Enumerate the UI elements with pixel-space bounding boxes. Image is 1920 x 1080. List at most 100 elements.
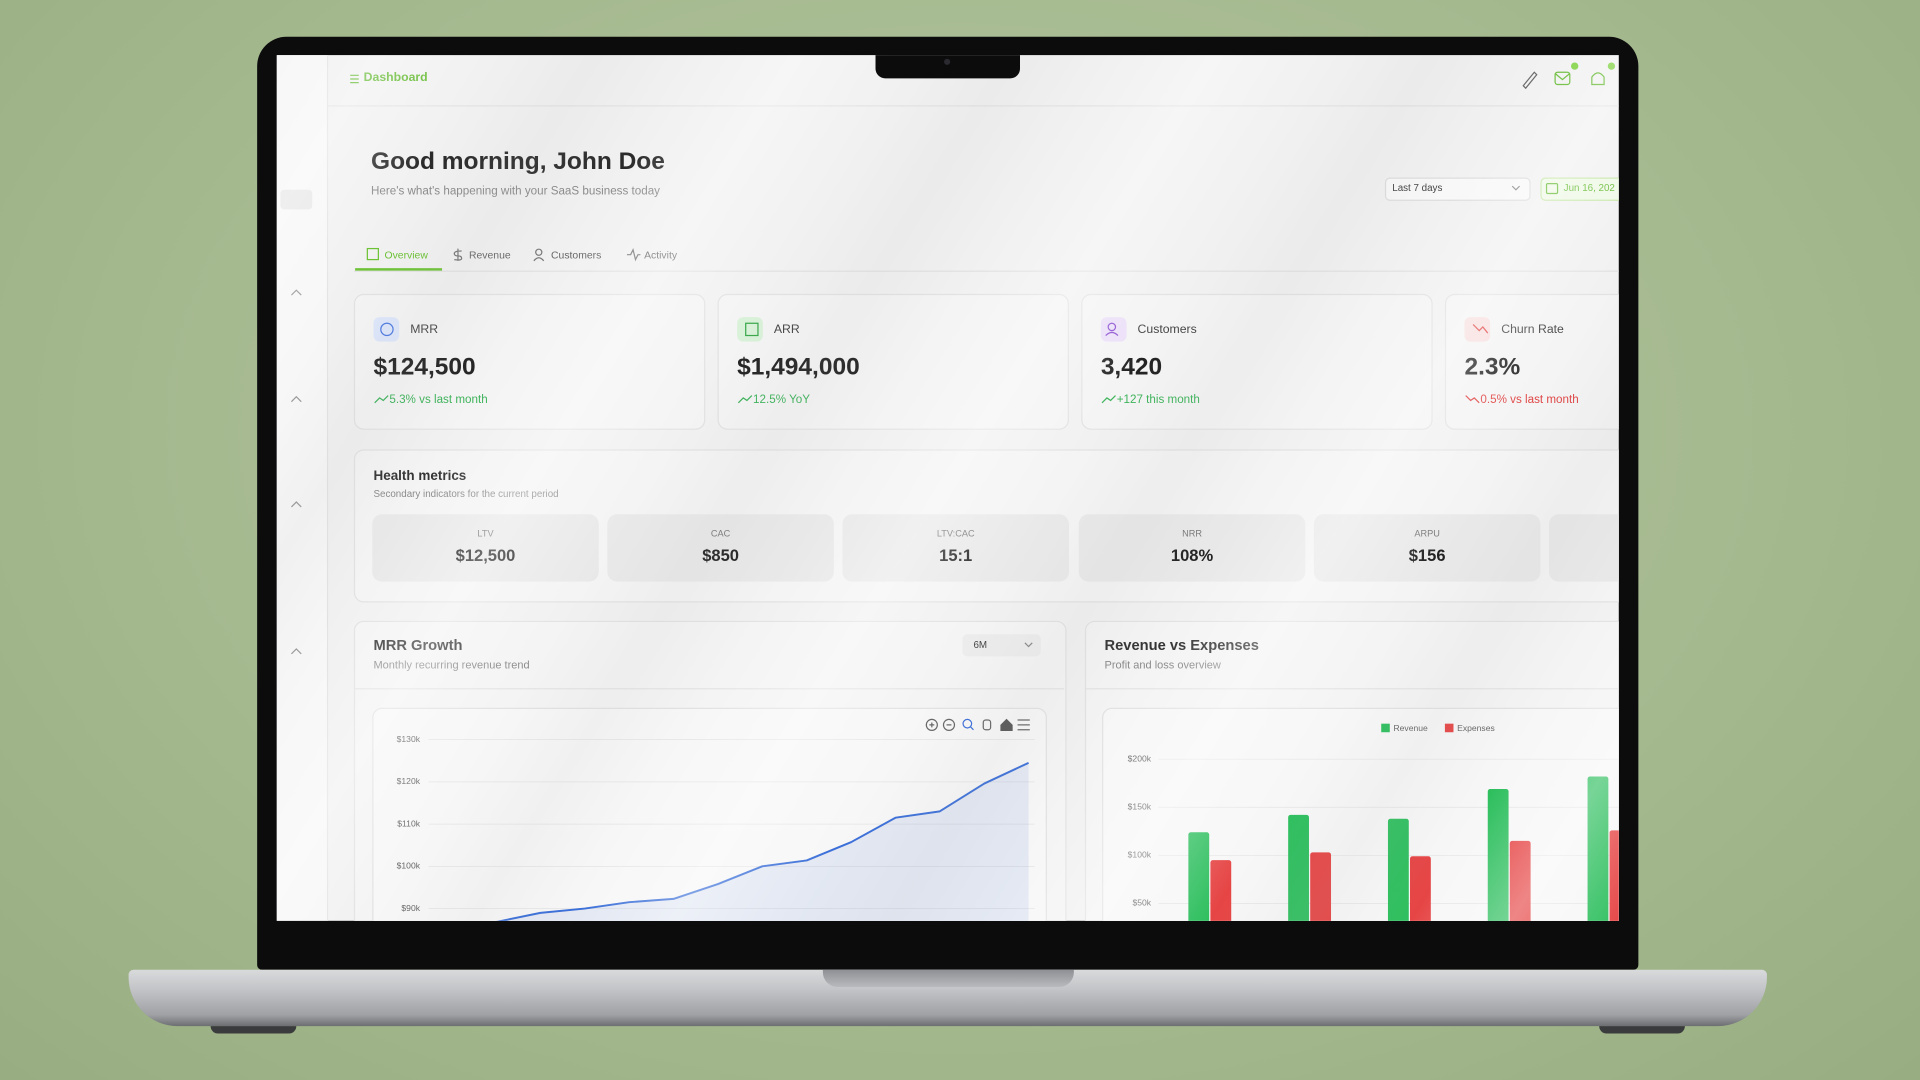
kpi-card: [717, 293, 1069, 430]
sidebar-item[interactable]: [280, 189, 313, 210]
metric-tile: [1548, 514, 1619, 582]
kpi-icon: [1100, 317, 1127, 342]
screen: Dashboard Good morning, John Doe Here's …: [276, 55, 1619, 921]
laptop-lid-notch: [822, 969, 1074, 987]
chart-title: MRR Growth: [373, 636, 463, 654]
metric-tile: CAC $850: [607, 514, 834, 582]
bar: [1410, 856, 1431, 921]
tabs-divider: [353, 270, 1619, 272]
laptop-foot: [1599, 1026, 1685, 1034]
kpi-label: MRR: [410, 323, 439, 337]
line-area: [501, 762, 1029, 921]
kpi-label: Churn Rate: [1501, 323, 1564, 337]
laptop-foot: [210, 1026, 297, 1034]
kpi-icon: [737, 317, 763, 342]
kpi-change: 5.3% vs last month: [389, 393, 488, 407]
bar: [1310, 852, 1332, 921]
bar: [1288, 814, 1309, 921]
y-tick-label: $50k: [1132, 898, 1151, 908]
metric-value: $156: [1408, 546, 1446, 565]
range-select[interactable]: [962, 634, 1041, 657]
metric-value: $12,500: [455, 546, 516, 565]
metric-label: NRR: [1182, 527, 1202, 539]
period-select-value[interactable]: Last 7 days: [1392, 182, 1443, 194]
tab[interactable]: Activity: [644, 248, 678, 261]
health-title: Health metrics: [373, 468, 467, 484]
tab[interactable]: Revenue: [468, 248, 511, 261]
kpi-label: Customers: [1137, 323, 1197, 337]
y-tick-label: $150k: [1128, 802, 1152, 812]
metric-label: CAC: [710, 527, 731, 539]
tab-icons: [366, 247, 641, 262]
date-button-text[interactable]: Jun 16, 202: [1563, 182, 1615, 194]
kpi-change: 12.5% YoY: [753, 393, 810, 407]
kpi-change: 0.5% vs last month: [1480, 393, 1579, 407]
y-tick-label: $120k: [397, 776, 421, 786]
bar: [1587, 776, 1609, 921]
topbar-title[interactable]: Dashboard: [363, 71, 428, 85]
kpi-icon: [373, 317, 400, 342]
bar: [1387, 818, 1409, 921]
charts: $90k $100k $110k $120k $130k $50k $100k $150k $2…: [397, 723, 1619, 921]
legend-swatch: [1444, 723, 1454, 733]
chart-frame: [372, 707, 1047, 921]
tab-underline: [355, 268, 443, 271]
bar: [1609, 830, 1619, 921]
metric-label: LTV: [477, 527, 494, 539]
bar: [1210, 860, 1232, 921]
chart-frame: [1102, 707, 1619, 921]
metric-label: ARPU: [1414, 527, 1440, 539]
kpi-card: [1444, 293, 1619, 430]
topbar-divider: [328, 105, 1619, 107]
tab[interactable]: Customers: [551, 248, 602, 261]
menu-icon[interactable]: [349, 73, 361, 84]
health-subtitle: Secondary indicators for the current per…: [373, 488, 559, 500]
bar: [1509, 840, 1531, 921]
chart-toolbar[interactable]: [923, 716, 1033, 733]
metric-label: LTV:CAC: [936, 527, 975, 539]
date-button[interactable]: [1540, 177, 1619, 201]
metric-value: 15:1: [939, 546, 973, 565]
chart-title: Revenue vs Expenses: [1104, 636, 1259, 654]
legend-label: Expenses: [1457, 723, 1495, 733]
period-select[interactable]: [1384, 177, 1531, 201]
chevron: [1024, 642, 1033, 648]
bar: [1487, 788, 1509, 921]
metric-tile: ARPU $156: [1313, 514, 1541, 582]
legend-swatch: [1381, 723, 1390, 733]
kpi-label: ARR: [773, 323, 800, 337]
topbar-icons[interactable]: [1518, 61, 1616, 95]
metric-tile: LTV:CAC 15:1: [842, 514, 1069, 582]
range-select-value[interactable]: 6M: [973, 639, 988, 651]
legend-label: Revenue: [1393, 723, 1428, 733]
greeting-subtitle: Here's what's happening with your SaaS b…: [371, 184, 660, 199]
sidebar-chevrons: [290, 289, 302, 655]
y-tick-label: $90k: [401, 903, 420, 913]
y-tick-label: $100k: [397, 861, 421, 871]
metric-value: $850: [702, 546, 739, 565]
y-tick-label: $100k: [1128, 850, 1152, 860]
kpi-value: $1,494,000: [737, 353, 860, 381]
camera-notch: [875, 55, 1020, 79]
kpi-card: [353, 293, 706, 430]
chart-subtitle: Profit and loss overview: [1104, 658, 1221, 672]
greeting-title: Good morning, John Doe: [371, 148, 665, 176]
y-tick-label: $110k: [397, 818, 420, 828]
metric-tile: NRR 108%: [1078, 514, 1306, 582]
camera: [944, 58, 951, 65]
kpi-glyphs: [374, 322, 1489, 404]
kpi-change: +127 this month: [1116, 393, 1200, 407]
dashboard: Dashboard Good morning, John Doe Here's …: [276, 55, 1619, 921]
tab[interactable]: Overview: [384, 248, 428, 261]
kpi-value: 2.3%: [1464, 353, 1521, 381]
y-tick-label: $130k: [397, 734, 421, 744]
kpi-value: 3,420: [1100, 353, 1163, 381]
chart-subtitle: Monthly recurring revenue trend: [373, 658, 530, 672]
chevron: [1511, 185, 1521, 191]
metric-tile: LTV $12,500: [372, 514, 599, 582]
bar: [1188, 832, 1210, 921]
card-divider: [353, 688, 1065, 690]
metric-value: 108%: [1170, 546, 1214, 565]
line: [497, 761, 1029, 921]
